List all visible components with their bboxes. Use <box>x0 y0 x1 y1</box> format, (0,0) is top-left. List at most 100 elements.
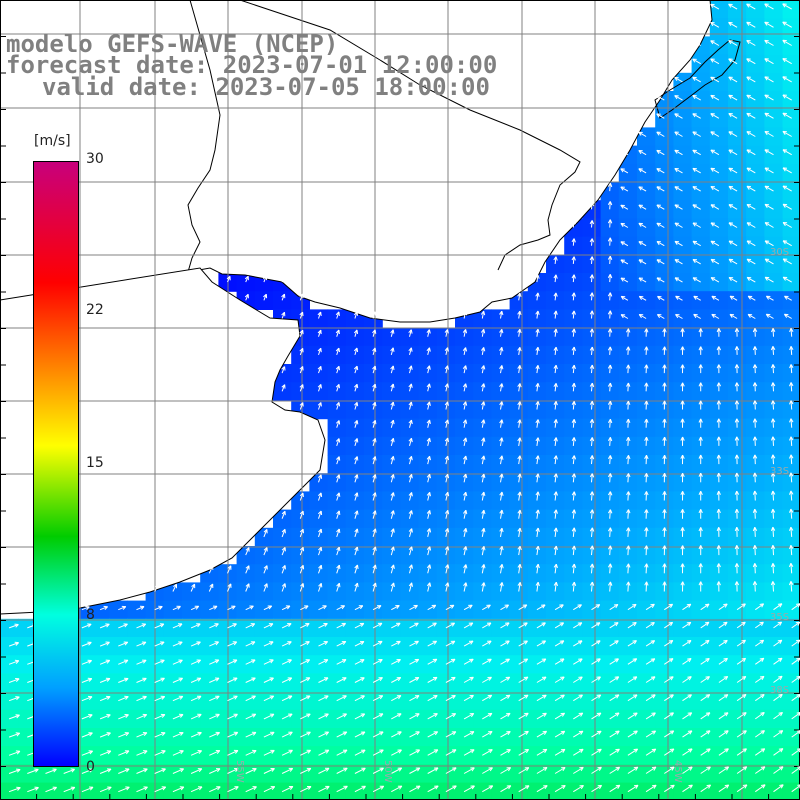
wind-arrow <box>571 437 577 446</box>
wind-arrow <box>728 222 738 228</box>
wind-arrow <box>499 491 504 501</box>
wind-arrow <box>626 545 631 556</box>
wind-arrow <box>638 204 647 210</box>
wind-arrow <box>463 564 468 574</box>
field-cell <box>709 327 729 347</box>
wind-arrow <box>227 565 232 574</box>
wind-arrow <box>372 419 377 428</box>
wind-arrow <box>226 275 231 283</box>
wind-arrow <box>734 454 740 465</box>
colorbar-unit: [m/s] <box>34 133 71 149</box>
wind-arrow <box>589 581 595 592</box>
wind-arrow <box>299 510 304 519</box>
wind-arrow <box>390 492 395 501</box>
wind-arrow <box>462 455 468 465</box>
field-cell <box>436 564 456 583</box>
wind-arrow <box>353 329 359 337</box>
field-cell <box>655 218 674 238</box>
field-cell <box>418 455 438 474</box>
wind-arrow <box>674 240 683 247</box>
field-cell <box>600 364 620 383</box>
wind-arrow <box>716 563 721 574</box>
field-cell <box>673 582 693 602</box>
wind-arrow <box>662 563 667 574</box>
wind-arrow <box>784 295 792 301</box>
field-cell <box>637 400 656 420</box>
wind-arrow <box>716 400 722 410</box>
field-cell <box>273 291 292 310</box>
field-cell <box>509 527 529 547</box>
field-cell <box>491 364 511 383</box>
wind-arrow <box>354 401 359 410</box>
wind-arrow <box>553 274 558 283</box>
wind-arrow <box>390 401 395 410</box>
field-cell <box>491 400 511 420</box>
field-cell <box>655 527 674 547</box>
wind-arrow <box>752 490 758 501</box>
wind-arrow <box>746 58 756 65</box>
field-cell <box>309 546 329 565</box>
wind-arrow <box>209 605 218 611</box>
field-cell <box>709 564 729 583</box>
wind-arrow <box>609 604 619 611</box>
wind-arrow <box>656 186 665 192</box>
wind-arrow <box>408 510 413 519</box>
wind-arrow <box>408 365 413 374</box>
wind-arrow <box>263 529 268 538</box>
wind-arrow <box>480 328 486 337</box>
wind-arrow <box>390 510 395 519</box>
wind-arrow <box>734 490 740 501</box>
field-cell <box>637 491 656 511</box>
wind-arrow <box>638 259 647 265</box>
field-cell <box>345 473 365 492</box>
field-cell <box>746 254 765 274</box>
wind-arrow <box>734 508 740 519</box>
wind-arrow <box>354 383 359 392</box>
wind-arrow <box>764 58 774 65</box>
wind-arrow <box>318 564 323 574</box>
wind-arrow <box>444 437 450 447</box>
wind-arrow <box>626 382 631 392</box>
wind-arrow <box>638 241 647 247</box>
wind-arrow <box>553 491 558 501</box>
wind-arrow <box>782 203 792 210</box>
wind-arrow <box>692 76 701 83</box>
wind-arrow <box>589 400 595 410</box>
field-cell <box>527 509 547 529</box>
field-cell <box>673 145 693 165</box>
wind-arrow <box>517 419 522 428</box>
wind-arrow <box>571 509 577 519</box>
field-cell <box>728 236 747 256</box>
wind-arrow <box>674 149 683 156</box>
field-cell <box>746 455 765 474</box>
field-cell <box>546 527 565 547</box>
wind-arrow <box>553 256 558 264</box>
field-cell <box>455 473 474 492</box>
wind-arrow <box>716 581 721 592</box>
field-cell <box>637 382 656 401</box>
field-cell <box>618 309 638 329</box>
wind-arrow <box>281 547 286 556</box>
wind-arrow <box>571 256 576 264</box>
wind-arrow <box>481 455 486 465</box>
wind-arrow <box>372 365 377 374</box>
wind-arrow <box>692 186 701 192</box>
latitude-label: 35S <box>770 612 789 623</box>
field-cell <box>455 382 474 401</box>
field-cell <box>746 273 765 292</box>
wind-arrow <box>770 382 776 392</box>
field-cell <box>582 309 602 329</box>
wind-arrow <box>571 581 577 592</box>
wind-arrow <box>480 419 486 428</box>
field-cell <box>782 327 800 347</box>
wind-arrow <box>336 605 345 611</box>
wind-arrow <box>517 437 522 446</box>
wind-arrow <box>662 472 667 483</box>
field-cell <box>309 400 329 420</box>
field-cell <box>655 546 674 565</box>
wind-arrow <box>752 400 758 410</box>
wind-arrow <box>728 185 738 192</box>
field-cell <box>764 291 784 310</box>
field-cell <box>618 236 638 256</box>
wind-arrow <box>190 605 200 611</box>
